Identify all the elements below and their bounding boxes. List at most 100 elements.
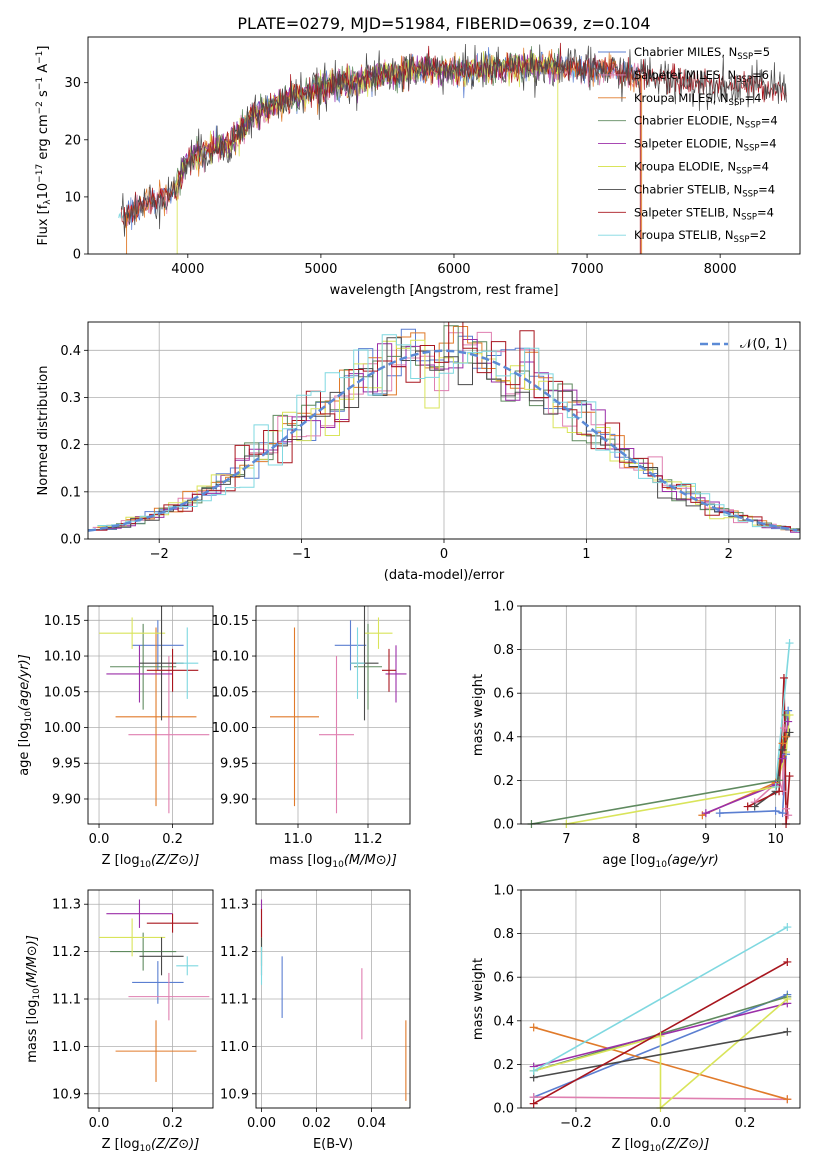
age_vs_Z-axes	[88, 606, 213, 824]
mass-vs-z-ylabel-sub: 10	[32, 988, 42, 1000]
age_vs_Z-ytick-label: 10.05	[44, 685, 81, 700]
spectrum-xlabel: wavelength [Angstrom, rest frame]	[330, 283, 559, 298]
spectrum-ylabel-part: s	[36, 90, 51, 101]
weight-vs-age-xlabel-main: age [log	[602, 853, 655, 868]
weight_vs_Z-ylabel: mass weight	[471, 958, 486, 1040]
weight_vs_age-marker	[782, 732, 791, 741]
weight_vs_Z-ytick-label: 0.4	[493, 1014, 514, 1029]
legend-label-tail: =4	[760, 137, 777, 151]
legend-label-main: Kroupa ELODIE, N	[634, 160, 736, 174]
age-vs-z-ylabel: age [log10(age/yr)]	[17, 654, 34, 776]
weight_vs_age-xtick-label: 10	[767, 832, 784, 847]
legend-label-tail: =4	[744, 91, 761, 105]
mass_vs_Z-ytick-label: 10.9	[52, 1087, 81, 1102]
legend-label-sub: SSP	[744, 144, 760, 154]
legend-label-sub: SSP	[734, 235, 750, 245]
residual-histogram	[92, 322, 800, 532]
age_vs_Z-frame	[87, 605, 214, 825]
mass-vs-z-ylabel-main: mass [log	[25, 1000, 40, 1063]
weight-vs-z-xlabel-main: Z [log	[612, 1137, 650, 1152]
weight_vs_age-ytick-label: 0.6	[493, 687, 514, 702]
mass_vs_ebv-xtick-label: 0.02	[302, 1116, 331, 1131]
gaussian-curve	[88, 349, 798, 532]
weight_vs_age-marker	[715, 809, 724, 818]
age_vs_mass-ytick-label: 10.15	[212, 614, 249, 629]
age-vs-z-xlabel-inner: (Z/Z⊙)]	[151, 853, 199, 868]
spectrum-xtick-label: 6000	[437, 262, 470, 277]
mass_vs_ebv-ytick-label: 11.3	[220, 898, 249, 913]
weight_vs_age-frame	[520, 605, 801, 825]
weight_vs_age-marker	[778, 745, 787, 754]
spectrum-line	[174, 51, 561, 193]
weight_vs_age-marker	[785, 711, 794, 719]
residuals-ytick-label: 0.1	[60, 485, 81, 500]
mass_vs_ebv-xtick-label: 0.04	[357, 1116, 386, 1131]
weight_vs_age-marker	[771, 782, 780, 791]
age_vs_mass-ytick-label: 9.90	[220, 792, 249, 807]
residuals-xtick-label: 0	[440, 547, 448, 562]
mass_vs_ebv-plot	[260, 899, 407, 1101]
age_vs_mass-frame	[255, 605, 411, 825]
spectrum-xtick-label: 7000	[571, 262, 604, 277]
weight_vs_age-marker	[775, 776, 784, 785]
weight_vs_Z-ytick-label: 0.8	[493, 927, 514, 942]
legend-label: Salpeter STELIB, NSSP=4	[634, 205, 774, 222]
legend-label-tail: =4	[761, 114, 778, 128]
weight_vs_Z-xtick-label: −0.2	[560, 1116, 592, 1131]
residuals-xtick-label: −2	[150, 547, 169, 562]
legend-label: Chabrier ELODIE, NSSP=4	[634, 114, 778, 131]
mass-vs-z-xlabel-sub: 10	[140, 1144, 152, 1154]
age_vs_mass-ytick-label: 10.10	[212, 650, 249, 665]
spectrum-ytick-label: 10	[64, 190, 81, 205]
weight-vs-z-xlabel-sub: 10	[650, 1144, 662, 1154]
weight_vs_Z-marker	[529, 1099, 538, 1108]
weight_vs_age-xtick-label: 8	[632, 832, 640, 847]
weight_vs_age-line	[701, 736, 787, 817]
weight_vs_Z-marker	[783, 1095, 792, 1104]
legend-label: Chabrier MILES, NSSP=5	[634, 45, 770, 62]
weight_vs_Z-marker	[529, 1066, 538, 1075]
mass-vs-z-xlabel-main: Z [log	[102, 1137, 140, 1152]
weight_vs_Z-xtick-label: 0.0	[650, 1116, 671, 1131]
residuals-ytick-label: 0.0	[60, 533, 81, 548]
age-vs-z-xlabel-sub: 10	[140, 860, 152, 870]
weight_vs_Z-marker	[783, 957, 792, 966]
age_vs_Z-ytick-label: 10.00	[44, 721, 81, 736]
weight_vs_Z-line	[533, 998, 788, 1108]
weight-vs-age-xlabel-inner: (age/yr)	[667, 853, 719, 868]
legend-label-tail: =2	[749, 228, 766, 242]
weight_vs_age-marker	[785, 639, 794, 648]
legend-label-main: Salpeter STELIB, N	[634, 205, 741, 219]
figure-title: PLATE=0279, MJD=51984, FIBERID=0639, z=0…	[237, 14, 650, 33]
weight_vs_age-marker	[778, 754, 787, 763]
residuals-xtick-label: 1	[582, 547, 590, 562]
spectrum-line	[120, 43, 787, 237]
weight_vs_age-marker	[778, 809, 787, 818]
weight_vs_age-ytick-label: 0.8	[493, 643, 514, 658]
residuals-xtick-label: 2	[725, 547, 733, 562]
weight-vs-z-xlabel: Z [log10(Z/Z⊙)]	[612, 1137, 710, 1154]
legend-label-sub: SSP	[736, 75, 752, 85]
legend-label-tail: =4	[752, 160, 769, 174]
legend-label-main: Salpeter MILES, N	[634, 68, 736, 82]
spectrum-ylabel-part: −17	[35, 164, 45, 183]
weight_vs_age-marker	[743, 802, 752, 811]
spectrum-ylabel-part: ]	[36, 46, 51, 51]
age_vs_Z-ytick-label: 10.15	[44, 614, 81, 629]
weight_vs_age-marker	[701, 809, 710, 818]
age_vs_mass-ytick-label: 10.05	[212, 685, 249, 700]
residuals-xtick-label: −1	[292, 547, 311, 562]
mass_vs_ebv-ytick-label: 11.2	[220, 945, 249, 960]
age_vs_Z-ytick-label: 10.10	[44, 650, 81, 665]
legend-label-main: Chabrier STELIB, N	[634, 182, 742, 196]
weight_vs_age-marker	[779, 673, 788, 682]
weight_vs_age-marker	[785, 728, 794, 737]
mass_vs_ebv-frame	[255, 889, 411, 1109]
weight_vs_age-xtick-label: 9	[702, 832, 710, 847]
age_vs_mass-axes	[256, 606, 410, 824]
residuals-ylabel: Normed distribution	[36, 366, 51, 496]
gaussian-legend-label: 𝒩(0, 1)	[740, 337, 787, 352]
age-vs-z-ylabel-inner: (age/yr)]	[17, 654, 32, 711]
legend-label: Salpeter MILES, NSSP=6	[634, 68, 769, 85]
legend-label: Kroupa MILES, NSSP=4	[634, 91, 761, 108]
